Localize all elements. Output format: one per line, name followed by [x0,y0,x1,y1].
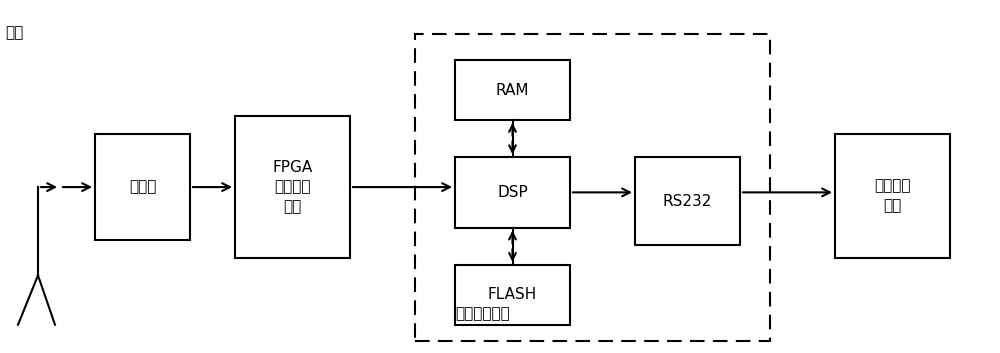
Text: 接收机: 接收机 [129,180,156,195]
Text: RAM: RAM [496,83,529,97]
Bar [235,116,350,258]
Text: RS232: RS232 [663,194,712,209]
Bar [95,134,190,240]
Text: DSP: DSP [497,185,528,200]
Bar [455,265,570,325]
Bar [835,134,950,258]
Bar [415,34,770,341]
Bar [455,157,570,228]
Text: FLASH: FLASH [488,287,537,302]
Text: FPGA
数据采集
模块: FPGA 数据采集 模块 [272,160,313,214]
Bar [635,157,740,245]
Bar [455,60,570,120]
Text: 信号处理模块: 信号处理模块 [455,306,510,321]
Text: 数据存储
模块: 数据存储 模块 [874,179,911,213]
Text: 天线: 天线 [5,25,23,40]
